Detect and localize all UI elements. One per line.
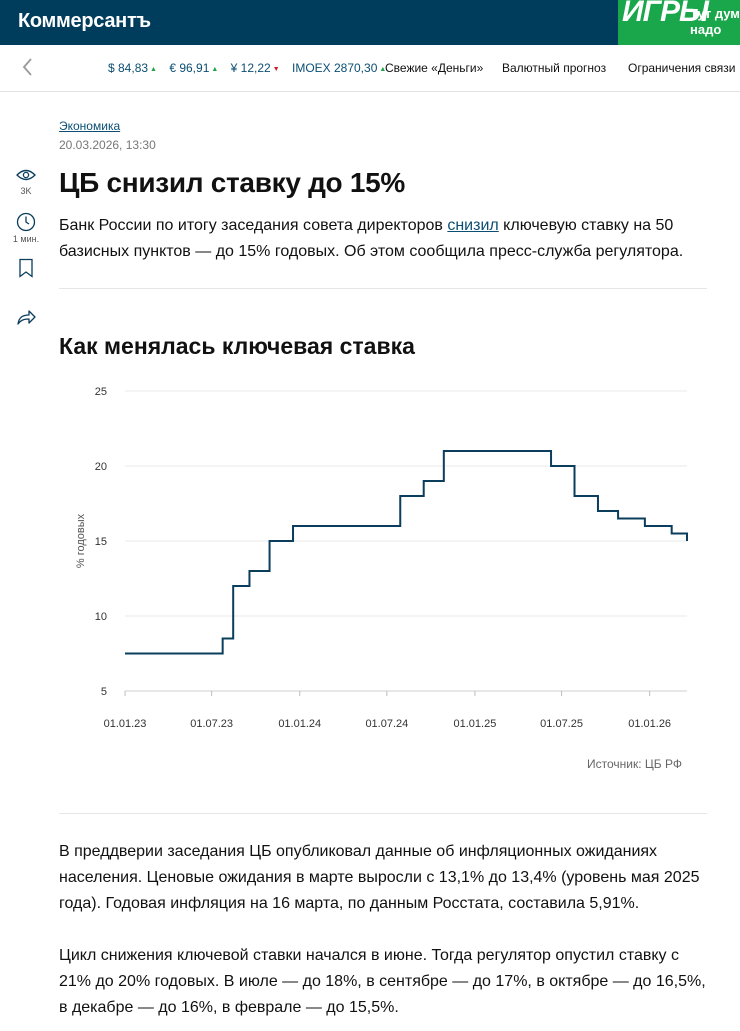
ad-text: Тут дум надо <box>690 6 740 38</box>
ad-banner[interactable]: ИГРЫ Тут дум надо <box>618 0 740 45</box>
nav-link-forecast[interactable]: Валютный прогноз <box>502 61 606 75</box>
publish-date: 20.03.2026, 13:30 <box>59 138 156 152</box>
article-lead: Банк России по итогу заседания совета ди… <box>59 213 699 265</box>
rate-cny[interactable]: ¥ 12,22 ▼ <box>231 61 280 75</box>
nav-bar: $ 84,83 ▲ € 96,91 ▲ ¥ 12,22 ▼ IMOEX 2870,30… <box>0 45 740 92</box>
chart-heading: Как менялась ключевая ставка <box>59 333 415 360</box>
divider <box>59 288 707 289</box>
rate-eur[interactable]: € 96,91 ▲ <box>169 61 218 75</box>
views-count: 3K <box>0 186 52 196</box>
site-logo[interactable]: Коммерсантъ <box>18 10 151 33</box>
y-axis-label: % годовых <box>75 513 87 568</box>
divider <box>59 813 707 814</box>
chevron-left-icon[interactable] <box>18 55 38 79</box>
key-rate-chart: 5 10 15 20 25 01.01.23 01.07.23 01.01.24 01.07.2… <box>59 375 699 750</box>
trend-up-icon: ▲ <box>211 66 218 73</box>
read-time: 1 мин. <box>0 212 52 244</box>
trend-down-icon: ▼ <box>273 66 280 73</box>
top-bar: Коммерсантъ ИГРЫ Тут дум надо <box>0 0 740 45</box>
x-tick-label: 01.01.24 <box>278 718 321 730</box>
chart-source: Источник: ЦБ РФ <box>587 757 682 771</box>
bookmark-icon <box>17 258 35 278</box>
rate-imoex[interactable]: IMOEX 2870,30 ▲ <box>292 61 386 75</box>
x-tick-label: 01.01.26 <box>628 718 671 730</box>
x-tick-label: 01.01.23 <box>104 718 147 730</box>
clock-icon <box>16 212 36 232</box>
bookmark-button[interactable] <box>0 258 52 280</box>
article-paragraph: В преддверии заседания ЦБ опубликовал да… <box>59 839 709 917</box>
read-time-value: 1 мин. <box>0 234 52 244</box>
x-tick-label: 01.07.23 <box>190 718 233 730</box>
x-tick-label: 01.01.25 <box>454 718 497 730</box>
y-tick-label: 25 <box>95 386 107 398</box>
nav-link-restrictions[interactable]: Ограничения связи <box>628 61 735 75</box>
share-icon <box>16 308 36 326</box>
eye-icon <box>16 168 36 182</box>
x-tick-label: 01.07.25 <box>540 718 583 730</box>
rate-usd[interactable]: $ 84,83 ▲ <box>108 61 157 75</box>
series-line <box>125 451 687 654</box>
y-tick-label: 20 <box>95 461 107 473</box>
nav-link-dengi[interactable]: Свежие «Деньги» <box>385 61 483 75</box>
article-paragraph: Цикл снижения ключевой ставки начался в … <box>59 943 709 1021</box>
share-button[interactable] <box>0 308 52 328</box>
y-tick-label: 15 <box>95 536 107 548</box>
ad-logo: ИГРЫ <box>622 0 682 25</box>
currency-rates: $ 84,83 ▲ € 96,91 ▲ ¥ 12,22 ▼ IMOEX 2870,30… <box>108 61 395 75</box>
lead-link[interactable]: снизил <box>447 217 498 234</box>
x-tick-label: 01.07.24 <box>365 718 408 730</box>
trend-up-icon: ▲ <box>150 66 157 73</box>
y-tick-label: 5 <box>101 686 107 698</box>
views-counter: 3K <box>0 168 52 196</box>
article-title: ЦБ снизил ставку до 15% <box>59 167 405 199</box>
rubric-link[interactable]: Экономика <box>59 119 120 133</box>
y-tick-label: 10 <box>95 611 107 623</box>
